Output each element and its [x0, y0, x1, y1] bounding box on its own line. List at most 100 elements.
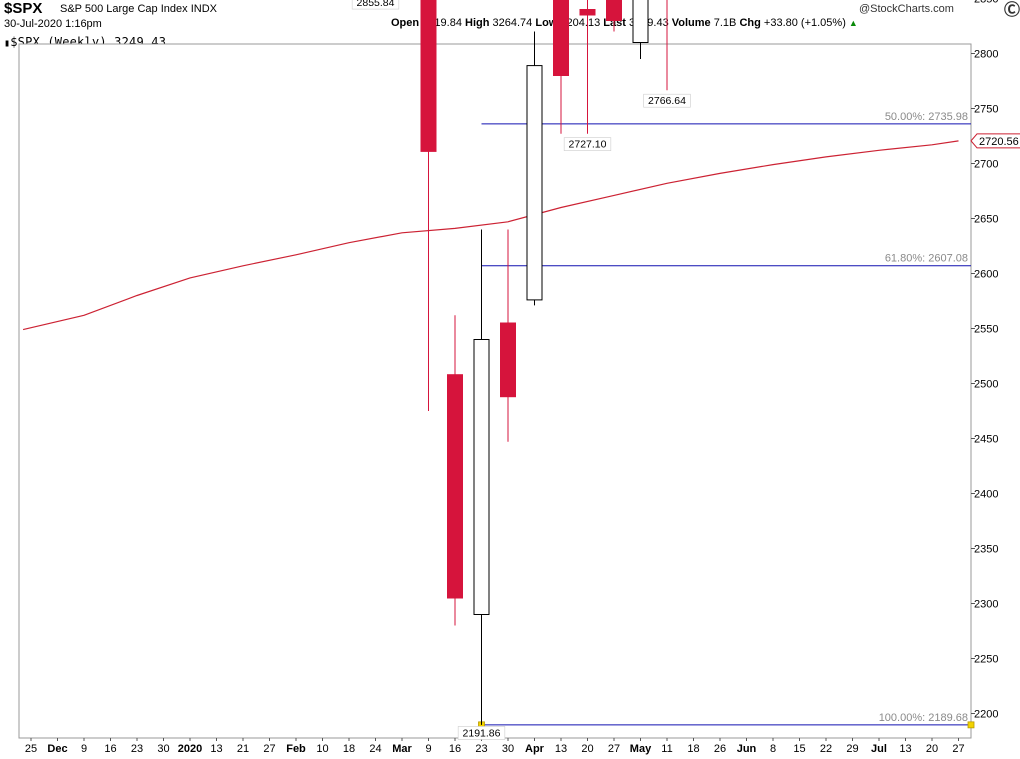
x-tick-label: May: [630, 743, 652, 755]
x-tick-label: 18: [343, 743, 355, 755]
price-flag-box: [970, 133, 1020, 149]
x-tick-label: 18: [687, 743, 699, 755]
chg-value: +33.80 (+1.05%): [763, 17, 846, 29]
price-annotation-box: [457, 726, 506, 740]
x-tick-label: 21: [237, 743, 249, 755]
down-candle: [500, 229, 516, 442]
volume-value: 7.1B: [713, 17, 737, 29]
price-annotation: 2766.64: [648, 95, 686, 107]
y-tick-label: 2550: [974, 324, 998, 336]
index-full-name: S&P 500 Large Cap Index: [60, 3, 188, 15]
price-annotation-box: [643, 93, 691, 108]
up-candle: [632, 0, 649, 59]
chg-label: Chg: [739, 17, 761, 29]
x-tick-label: 27: [952, 743, 964, 755]
price-annotation: 2191.86: [463, 727, 501, 739]
candle-body: [500, 322, 516, 398]
x-tick-label: 30: [157, 743, 169, 755]
x-tick-label: 9: [425, 743, 431, 755]
x-tick-label: 29: [846, 743, 858, 755]
y-tick-label: 2300: [974, 599, 998, 611]
y-tick-label: 2750: [974, 104, 998, 116]
x-tick-label: 24: [369, 743, 381, 755]
x-tick-label: 25: [25, 743, 37, 755]
up-arrow-icon: ▲: [848, 18, 858, 28]
exchange-label: INDX: [190, 3, 217, 15]
candle-body: [632, 0, 649, 43]
x-tick-label: 16: [104, 743, 116, 755]
x-tick-label: 23: [131, 743, 143, 755]
x-tick-label: 22: [820, 743, 832, 755]
plot-area: [18, 43, 972, 739]
candle-icon: ▮: [4, 38, 11, 49]
x-tick-label: 30: [502, 743, 514, 755]
candle-body: [553, 0, 569, 77]
price-annotation: 2855.84: [357, 0, 395, 9]
price-annotation-box: [351, 0, 400, 10]
x-tick-label: Jun: [737, 743, 757, 755]
high-label: High: [465, 17, 490, 29]
x-tick-label: 8: [770, 743, 776, 755]
x-tick-label: Apr: [525, 743, 545, 755]
long-moving-average-line: [22, 140, 959, 331]
y-tick-label: 2250: [974, 654, 998, 666]
up-candle: [473, 229, 490, 723]
low-value: 3204.13: [560, 17, 601, 29]
index-name: S&P 500 Large Cap Index INDX: [60, 3, 217, 15]
fib-anchor-handle: [967, 721, 975, 729]
volume-label: Volume: [671, 17, 711, 29]
down-candle: [579, 0, 596, 134]
x-tick-label: 26: [714, 743, 726, 755]
x-tick-label: 27: [263, 743, 275, 755]
x-tick-label: 13: [555, 743, 567, 755]
low-label: Low: [535, 17, 558, 29]
price-annotation: 2727.10: [569, 139, 607, 151]
x-tick-label: 2020: [178, 743, 202, 755]
y-tick-label: 2500: [974, 379, 998, 391]
fib-level-label: 61.80%: 2607.08: [885, 253, 968, 265]
y-tick-label: 2600: [974, 269, 998, 281]
x-tick-label: 27: [608, 743, 620, 755]
y-tick-label: 2400: [974, 489, 998, 501]
close-icon[interactable]: Ⓒ: [1004, 2, 1020, 19]
x-tick-label: 23: [475, 743, 487, 755]
date-label: 30-Jul-2020 1:16pm: [4, 18, 102, 30]
x-tick-label: Mar: [392, 743, 412, 755]
candle-body: [420, 0, 437, 152]
y-tick-label: 2650: [974, 214, 998, 226]
source-credit[interactable]: @StockCharts.com: [859, 3, 954, 15]
y-tick-label: 2450: [974, 434, 998, 446]
x-tick-label: 13: [899, 743, 911, 755]
x-tick-label: 11: [661, 743, 672, 755]
down-candle: [420, 0, 437, 411]
x-tick-label: 20: [581, 743, 593, 755]
high-value: 3264.74: [492, 17, 533, 29]
down-candle: [606, 0, 622, 32]
symbol-title: $SPX: [4, 0, 43, 17]
price-annotation-box: [563, 137, 612, 151]
y-tick-label: 2200: [974, 709, 998, 721]
x-tick-label: 10: [316, 743, 328, 755]
candle-body: [579, 9, 596, 16]
y-tick-label: 2850: [974, 0, 998, 6]
fib-level-label: 50.00%: 2735.98: [885, 111, 968, 123]
fib-level-label: 100.00%: 2189.68: [879, 712, 968, 724]
y-tick-label: 2700: [974, 159, 998, 171]
x-tick-label: 9: [81, 743, 87, 755]
up-candle: [526, 31, 543, 306]
y-tick-label: 2800: [974, 49, 998, 61]
x-tick-label: 16: [449, 743, 461, 755]
x-tick-label: Feb: [286, 743, 306, 755]
down-candle: [553, 0, 569, 134]
price-flag: [970, 133, 1020, 149]
x-tick-label: Dec: [47, 743, 67, 755]
x-tick-label: 15: [793, 743, 805, 755]
x-tick-label: 13: [210, 743, 222, 755]
candle-body: [447, 374, 463, 599]
x-tick-label: 20: [926, 743, 938, 755]
candle-body: [473, 339, 490, 615]
x-tick-label: Jul: [871, 743, 887, 755]
down-candle: [447, 315, 463, 626]
down-candle: [666, 0, 668, 91]
